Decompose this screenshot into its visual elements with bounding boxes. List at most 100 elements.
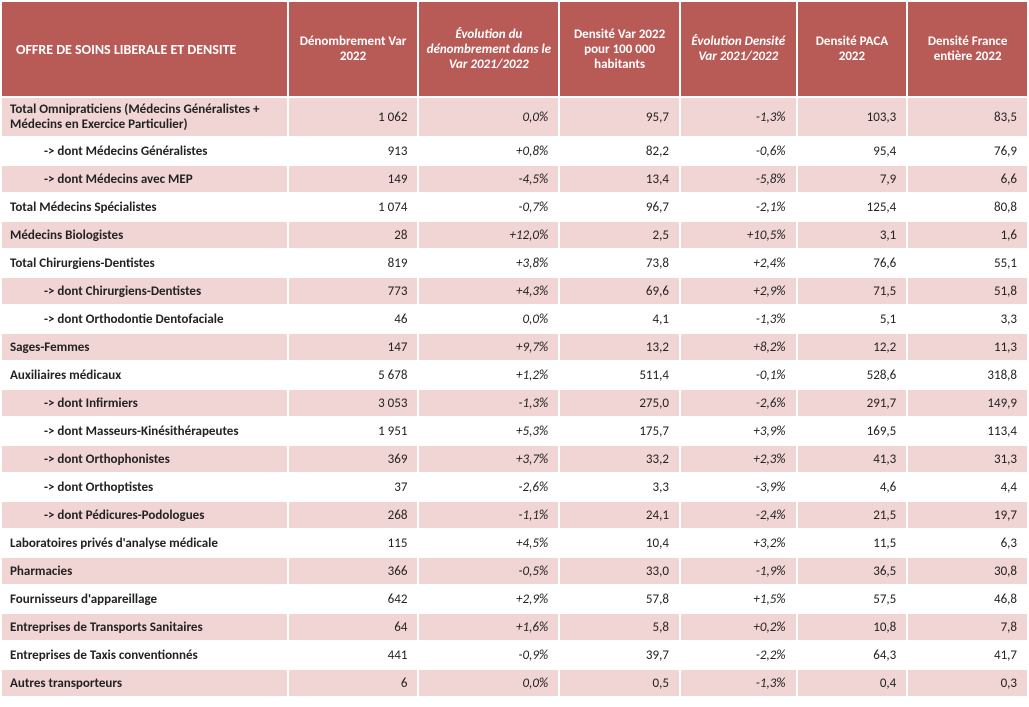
table-row: -> dont Infirmiers3 053-1,3%275,0-2,6%29… <box>1 389 1028 417</box>
cell-evo_densite: -0,1% <box>680 361 797 389</box>
cell-densite_var: 175,7 <box>559 417 680 445</box>
cell-denombrement: 64 <box>288 613 419 641</box>
cell-evo_densite: +3,2% <box>680 529 797 557</box>
cell-densite_paca: 169,5 <box>797 417 908 445</box>
cell-densite_france: 51,8 <box>907 277 1028 305</box>
row-label: -> dont Chirurgiens-Dentistes <box>1 277 288 305</box>
cell-denombrement: 642 <box>288 585 419 613</box>
cell-densite_paca: 10,8 <box>797 613 908 641</box>
row-label: Entreprises de Transports Sanitaires <box>1 613 288 641</box>
cell-densite_paca: 95,4 <box>797 137 908 165</box>
cell-denombrement: 1 062 <box>288 97 419 137</box>
cell-densite_france: 0,3 <box>907 669 1028 697</box>
cell-denombrement: 115 <box>288 529 419 557</box>
row-label: Total Chirurgiens-Dentistes <box>1 249 288 277</box>
table-row: -> dont Orthoptistes37-2,6%3,3-3,9%4,64,… <box>1 473 1028 501</box>
cell-evo_denomb: +9,7% <box>418 333 559 361</box>
table-row: -> dont Orthodontie Dentofaciale460,0%4,… <box>1 305 1028 333</box>
cell-evo_denomb: 0,0% <box>418 305 559 333</box>
cell-densite_var: 69,6 <box>559 277 680 305</box>
table-row: Pharmacies366-0,5%33,0-1,9%36,530,8 <box>1 557 1028 585</box>
cell-evo_densite: -2,1% <box>680 193 797 221</box>
cell-evo_denomb: +1,2% <box>418 361 559 389</box>
cell-densite_var: 96,7 <box>559 193 680 221</box>
cell-evo_densite: -5,8% <box>680 165 797 193</box>
table-row: Sages-Femmes147+9,7%13,2+8,2%12,211,3 <box>1 333 1028 361</box>
cell-evo_densite: +10,5% <box>680 221 797 249</box>
table-row: Auxiliaires médicaux5 678+1,2%511,4-0,1%… <box>1 361 1028 389</box>
cell-densite_france: 4,4 <box>907 473 1028 501</box>
table-row: -> dont Médecins avec MEP149-4,5%13,4-5,… <box>1 165 1028 193</box>
table-header-row: OFFRE DE SOINS LIBERALE ET DENSITEDénomb… <box>1 1 1028 97</box>
cell-densite_france: 76,9 <box>907 137 1028 165</box>
cell-evo_denomb: +3,8% <box>418 249 559 277</box>
table-row: Entreprises de Transports Sanitaires64+1… <box>1 613 1028 641</box>
row-label: -> dont Infirmiers <box>1 389 288 417</box>
cell-densite_var: 24,1 <box>559 501 680 529</box>
table-row: -> dont Masseurs-Kinésithérapeutes1 951+… <box>1 417 1028 445</box>
cell-evo_denomb: +2,9% <box>418 585 559 613</box>
table-row: Total Médecins Spécialistes1 074-0,7%96,… <box>1 193 1028 221</box>
cell-denombrement: 3 053 <box>288 389 419 417</box>
cell-densite_france: 6,3 <box>907 529 1028 557</box>
table-row: -> dont Chirurgiens-Dentistes773+4,3%69,… <box>1 277 1028 305</box>
cell-evo_denomb: -4,5% <box>418 165 559 193</box>
cell-denombrement: 268 <box>288 501 419 529</box>
cell-densite_paca: 64,3 <box>797 641 908 669</box>
cell-densite_paca: 76,6 <box>797 249 908 277</box>
cell-densite_france: 11,3 <box>907 333 1028 361</box>
cell-densite_var: 5,8 <box>559 613 680 641</box>
cell-densite_var: 57,8 <box>559 585 680 613</box>
row-label: Entreprises de Taxis conventionnés <box>1 641 288 669</box>
cell-densite_var: 73,8 <box>559 249 680 277</box>
row-label: Sages-Femmes <box>1 333 288 361</box>
cell-evo_densite: +2,4% <box>680 249 797 277</box>
col-header-densite_var: Densité Var 2022 pour 100 000 habitants <box>559 1 680 97</box>
cell-evo_denomb: -0,5% <box>418 557 559 585</box>
cell-densite_paca: 57,5 <box>797 585 908 613</box>
cell-evo_densite: -1,3% <box>680 669 797 697</box>
cell-evo_denomb: -0,7% <box>418 193 559 221</box>
row-label: -> dont Orthophonistes <box>1 445 288 473</box>
cell-denombrement: 369 <box>288 445 419 473</box>
row-label: Auxiliaires médicaux <box>1 361 288 389</box>
cell-densite_var: 13,4 <box>559 165 680 193</box>
cell-evo_denomb: 0,0% <box>418 97 559 137</box>
cell-densite_var: 95,7 <box>559 97 680 137</box>
cell-evo_densite: +2,9% <box>680 277 797 305</box>
cell-densite_france: 3,3 <box>907 305 1028 333</box>
col-header-evo_densite: Évolution Densité Var 2021/2022 <box>680 1 797 97</box>
cell-densite_france: 46,8 <box>907 585 1028 613</box>
cell-densite_var: 33,0 <box>559 557 680 585</box>
cell-denombrement: 6 <box>288 669 419 697</box>
cell-evo_densite: -2,4% <box>680 501 797 529</box>
cell-densite_paca: 7,9 <box>797 165 908 193</box>
row-label: -> dont Orthoptistes <box>1 473 288 501</box>
cell-denombrement: 773 <box>288 277 419 305</box>
row-label: -> dont Médecins Généralistes <box>1 137 288 165</box>
cell-evo_denomb: +1,6% <box>418 613 559 641</box>
cell-denombrement: 5 678 <box>288 361 419 389</box>
cell-evo_densite: +8,2% <box>680 333 797 361</box>
cell-evo_denomb: 0,0% <box>418 669 559 697</box>
cell-evo_densite: -1,9% <box>680 557 797 585</box>
cell-densite_paca: 11,5 <box>797 529 908 557</box>
cell-densite_var: 3,3 <box>559 473 680 501</box>
cell-evo_densite: +0,2% <box>680 613 797 641</box>
cell-densite_paca: 3,1 <box>797 221 908 249</box>
cell-evo_densite: +2,3% <box>680 445 797 473</box>
cell-evo_denomb: +4,5% <box>418 529 559 557</box>
cell-denombrement: 913 <box>288 137 419 165</box>
cell-densite_var: 0,5 <box>559 669 680 697</box>
col-header-densite_paca: Densité PACA 2022 <box>797 1 908 97</box>
row-label: -> dont Masseurs-Kinésithérapeutes <box>1 417 288 445</box>
row-label: Autres transporteurs <box>1 669 288 697</box>
cell-densite_france: 113,4 <box>907 417 1028 445</box>
health-density-table: OFFRE DE SOINS LIBERALE ET DENSITEDénomb… <box>0 0 1029 698</box>
table-row: Entreprises de Taxis conventionnés441-0,… <box>1 641 1028 669</box>
cell-densite_var: 4,1 <box>559 305 680 333</box>
cell-densite_france: 30,8 <box>907 557 1028 585</box>
cell-densite_paca: 0,4 <box>797 669 908 697</box>
cell-evo_denomb: +3,7% <box>418 445 559 473</box>
cell-densite_paca: 36,5 <box>797 557 908 585</box>
